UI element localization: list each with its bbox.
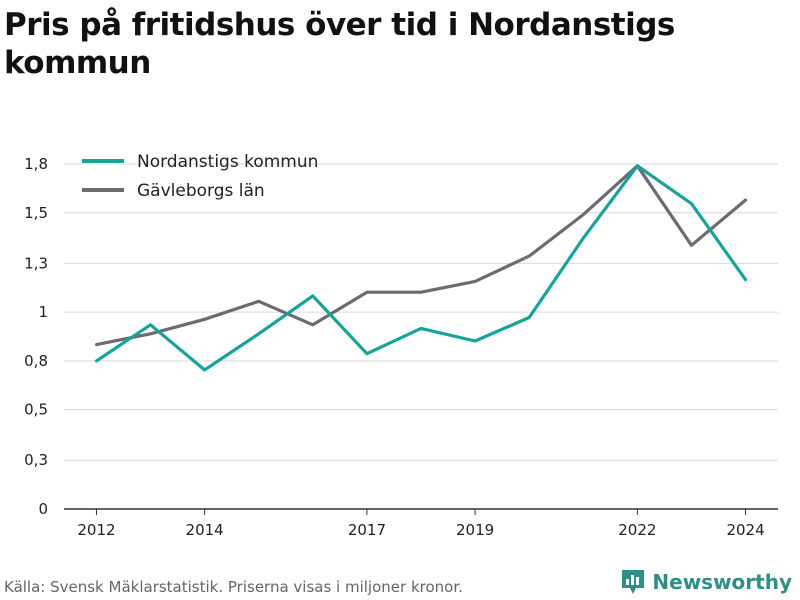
- y-tick-label: 0,8: [24, 352, 48, 370]
- brand-name: Newsworthy: [652, 570, 792, 594]
- grid-lines: [64, 163, 778, 510]
- x-axis-ticks: 2012 2014 2017 2019 2022 2024: [77, 509, 765, 539]
- y-tick-label: 1,8: [24, 155, 48, 173]
- source-note: Källa: Svensk Mäklarstatistik. Priserna …: [4, 578, 463, 596]
- series-lines: [94, 164, 748, 372]
- y-tick-label: 0,3: [24, 451, 48, 469]
- x-tick-label: 2012: [77, 521, 115, 539]
- x-tick-label: 2017: [348, 521, 386, 539]
- y-axis-ticks: 0 0,3 0,5 0,8 1 1,3 1,5 1,8: [24, 155, 48, 518]
- newsworthy-logo-icon: [622, 570, 645, 594]
- y-tick-label: 1,3: [24, 254, 48, 272]
- y-tick-label: 0: [38, 500, 48, 518]
- y-tick-label: 1,5: [24, 204, 48, 222]
- x-tick-label: 2014: [186, 521, 224, 539]
- chart-title: Pris på fritidshus över tid i Nordanstig…: [4, 7, 675, 81]
- y-tick-label: 1: [38, 303, 48, 321]
- x-tick-label: 2019: [456, 521, 494, 539]
- legend-label: Gävleborgs län: [137, 181, 265, 201]
- series-line-0: [94, 164, 748, 372]
- brand-logo: Newsworthy: [620, 568, 792, 596]
- legend-label: Nordanstigs kommun: [137, 152, 318, 172]
- x-tick-label: 2024: [726, 521, 764, 539]
- y-tick-label: 0,5: [24, 401, 48, 419]
- x-tick-label: 2022: [618, 521, 656, 539]
- legend: Nordanstigs kommun Gävleborgs län: [82, 152, 318, 201]
